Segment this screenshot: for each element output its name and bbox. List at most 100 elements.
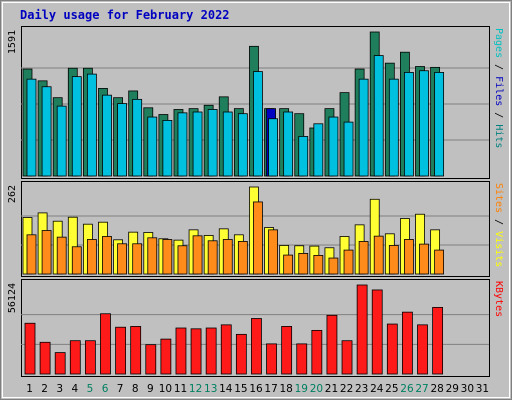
bar-kbytes-day-12 <box>190 328 202 375</box>
x-tick-label-14: 14 <box>219 383 233 395</box>
bar-sites-day-4 <box>71 246 82 275</box>
bar-kbytes-day-9 <box>145 344 157 375</box>
x-tick-label-19: 19 <box>295 383 308 395</box>
bar-kbytes-day-28 <box>432 306 444 375</box>
bar-pages-day-7 <box>117 103 127 177</box>
bar-pages-day-4 <box>71 76 82 177</box>
bar-sites-day-1 <box>26 234 37 275</box>
bar-pages-day-10 <box>162 120 173 177</box>
bar-kbytes-day-24 <box>371 289 383 375</box>
bar-sites-day-12 <box>192 235 203 275</box>
panel-y-label: Pages / Files / Hits <box>493 28 504 148</box>
bar-sites-day-21 <box>328 257 339 275</box>
panel-y-label: Sites / Visits <box>493 183 504 267</box>
bar-kbytes-day-6 <box>100 313 111 375</box>
bar-kbytes-day-7 <box>115 326 126 375</box>
bar-pages-day-1 <box>26 78 37 177</box>
bar-pages-day-22 <box>343 121 354 177</box>
bar-sites-day-7 <box>117 243 127 275</box>
bar-kbytes-day-17 <box>266 343 277 375</box>
chart-panel-3: 56124 KBytes <box>7 279 504 377</box>
panel-y-label: KBytes <box>493 281 504 317</box>
y-label-part: / <box>493 213 504 231</box>
panel-max-label: 262 <box>7 185 18 203</box>
x-tick-label-18: 18 <box>280 383 293 395</box>
bar-sites-day-8 <box>132 243 143 275</box>
x-tick-label-27: 27 <box>415 383 428 395</box>
bar-pages-day-13 <box>207 109 218 177</box>
x-tick-label-15: 15 <box>234 383 247 395</box>
x-tick-label-11: 11 <box>174 383 187 395</box>
y-label-part: Hits <box>493 124 504 148</box>
bar-kbytes-day-13 <box>205 327 217 375</box>
bar-pages-day-24 <box>373 55 384 177</box>
bar-pages-day-27 <box>419 70 429 177</box>
bar-pages-day-19 <box>298 136 309 177</box>
bar-pages-day-8 <box>132 98 143 177</box>
x-tick-label-5: 5 <box>87 383 94 395</box>
bar-sites-day-20 <box>313 255 324 275</box>
bar-pages-day-12 <box>192 111 203 177</box>
bar-sites-day-25 <box>388 245 399 275</box>
x-tick-label-20: 20 <box>310 383 323 395</box>
bar-sites-day-22 <box>343 249 354 275</box>
bar-pages-day-2 <box>41 86 52 177</box>
bar-sites-day-19 <box>298 253 309 275</box>
x-tick-label-30: 30 <box>461 383 474 395</box>
x-tick-label-12: 12 <box>189 383 202 395</box>
x-tick-label-22: 22 <box>340 383 353 395</box>
bar-pages-day-20 <box>313 123 324 177</box>
bar-kbytes-day-4 <box>69 340 81 375</box>
bar-sites-day-16 <box>253 201 263 275</box>
bar-pages-day-6 <box>102 94 112 177</box>
bar-pages-day-21 <box>328 116 339 177</box>
bar-kbytes-day-27 <box>417 324 428 375</box>
x-tick-label-28: 28 <box>430 383 443 395</box>
x-tick-label-25: 25 <box>385 383 398 395</box>
x-tick-label-9: 9 <box>147 383 154 395</box>
x-tick-label-4: 4 <box>71 383 78 395</box>
bar-pages-day-28 <box>434 72 445 177</box>
bar-kbytes-day-2 <box>39 341 51 375</box>
bar-sites-day-18 <box>283 254 294 275</box>
y-label-part: / <box>493 58 504 76</box>
x-tick-label-16: 16 <box>249 383 263 395</box>
bar-kbytes-day-18 <box>281 326 293 375</box>
bar-pages-day-23 <box>358 78 369 177</box>
chart-panel-2: 262 Sites / Visits <box>7 181 504 277</box>
bar-kbytes-day-19 <box>296 343 308 375</box>
bar-sites-day-11 <box>177 245 188 275</box>
bar-pages-day-15 <box>237 113 248 177</box>
bar-sites-day-28 <box>434 249 445 275</box>
y-label-part: / <box>493 106 504 124</box>
bar-pages-day-14 <box>222 111 233 177</box>
bar-kbytes-day-8 <box>130 326 142 375</box>
bar-pages-day-5 <box>86 73 97 177</box>
bar-kbytes-day-10 <box>160 338 172 375</box>
x-tick-label-13: 13 <box>204 383 217 395</box>
bar-kbytes-day-14 <box>220 324 232 375</box>
bar-sites-day-23 <box>358 241 369 275</box>
bar-pages-day-9 <box>147 116 158 177</box>
x-tick-label-24: 24 <box>370 383 384 395</box>
bar-sites-day-6 <box>102 236 112 275</box>
bar-pages-day-16 <box>253 71 263 177</box>
bar-kbytes-day-25 <box>386 323 398 375</box>
bar-kbytes-day-1 <box>24 322 36 375</box>
x-tick-label-10: 10 <box>159 383 172 395</box>
bar-pages-day-17 <box>268 118 278 177</box>
bar-sites-day-10 <box>162 239 173 275</box>
x-tick-label-1: 1 <box>26 383 33 395</box>
bar-pages-day-25 <box>388 78 399 177</box>
bar-sites-day-2 <box>41 230 52 275</box>
bar-sites-day-9 <box>147 237 158 275</box>
x-tick-label-7: 7 <box>117 383 124 395</box>
x-tick-label-6: 6 <box>102 383 109 395</box>
panel-max-label: 1591 <box>7 30 18 54</box>
y-label-part: Pages <box>493 28 504 58</box>
x-tick-label-21: 21 <box>325 383 338 395</box>
bar-sites-day-13 <box>207 240 218 275</box>
bar-sites-day-3 <box>56 236 67 275</box>
x-tick-label-2: 2 <box>41 383 48 395</box>
